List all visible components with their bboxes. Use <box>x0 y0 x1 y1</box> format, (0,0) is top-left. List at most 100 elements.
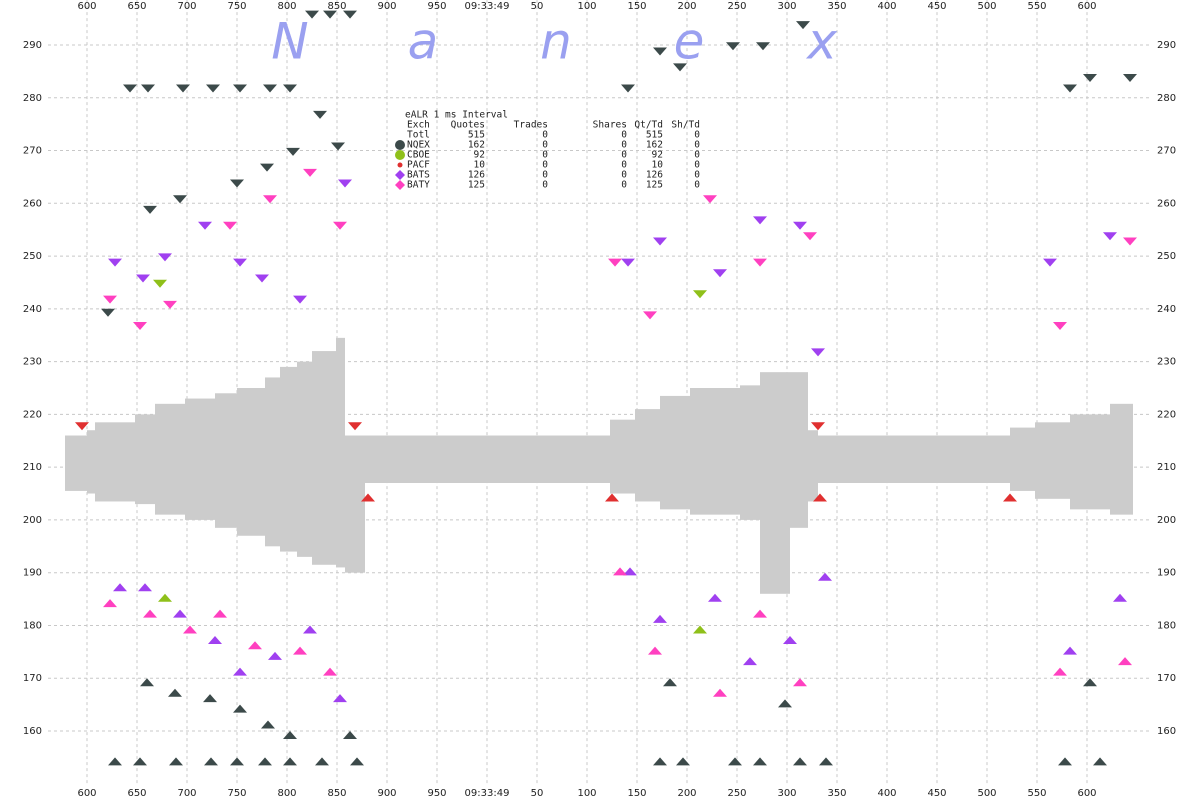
bid-quote <box>1063 646 1077 655</box>
spread-segment <box>740 385 760 520</box>
x-tick-label: 900 <box>377 788 396 799</box>
ask-quote <box>653 47 667 56</box>
x-tick-label: 100 <box>577 788 596 799</box>
x-tick-label: 600 <box>77 788 96 799</box>
y-tick-label: 260 <box>1157 198 1176 209</box>
bid-quote <box>158 593 172 602</box>
ask-quote <box>756 42 770 51</box>
ask-quote <box>206 84 220 93</box>
bid-quote <box>133 757 147 766</box>
ask-quote <box>136 274 150 283</box>
y-tick-label: 250 <box>1157 251 1176 262</box>
x-tick-label: 09:33:49 <box>465 788 510 799</box>
bid-quote <box>623 567 637 576</box>
x-tick-label: 400 <box>877 788 896 799</box>
ask-quote <box>653 237 667 246</box>
bid-quote <box>653 614 667 623</box>
x-tick-label: 700 <box>177 1 196 12</box>
bid-quote <box>728 757 742 766</box>
ask-quote <box>331 142 345 151</box>
spread-segment <box>65 435 87 491</box>
ask-quote <box>803 232 817 241</box>
ask-quote <box>621 258 635 267</box>
table-cell: 0 <box>694 140 700 151</box>
table-cell: 0 <box>621 180 627 191</box>
table-header: Shares <box>593 120 627 131</box>
bid-quote <box>203 694 217 703</box>
ask-quote <box>223 221 237 230</box>
ask-quote <box>1123 73 1137 82</box>
bid-quote <box>230 757 244 766</box>
x-tick-label: 150 <box>627 1 646 12</box>
bid-quote <box>1083 678 1097 687</box>
bid-quote <box>108 757 122 766</box>
x-tick-label: 650 <box>127 1 146 12</box>
spread-segment <box>87 430 95 494</box>
x-tick-label: 850 <box>327 1 346 12</box>
x-tick-label: 800 <box>277 788 296 799</box>
ask-quote <box>793 221 807 230</box>
ask-quote <box>1123 237 1137 246</box>
bid-quote <box>613 567 627 576</box>
ask-quote <box>123 84 137 93</box>
spread-segment <box>95 422 135 502</box>
bid-quote <box>708 593 722 602</box>
y-tick-label: 260 <box>23 198 42 209</box>
ask-quote <box>348 422 362 431</box>
ask-quote <box>1103 232 1117 241</box>
x-tick-label: 600 <box>77 1 96 12</box>
spread-segment <box>297 361 312 557</box>
table-cell: 515 <box>468 130 485 141</box>
y-tick-label: 190 <box>23 568 42 579</box>
ask-quote <box>693 290 707 299</box>
bid-quote <box>233 667 247 676</box>
table-cell: 162 <box>468 140 485 151</box>
table-cell: 0 <box>542 170 548 181</box>
table-cell: 0 <box>621 130 627 141</box>
y-tick-label: 180 <box>1157 620 1176 631</box>
ask-quote <box>230 179 244 188</box>
table-cell: 0 <box>694 180 700 191</box>
table-title: eALR 1 ms Interval <box>405 110 508 121</box>
bid-quote <box>653 757 667 766</box>
bid-quote <box>819 757 833 766</box>
table-cell: BATY <box>407 180 430 191</box>
ask-quote <box>343 10 357 19</box>
bid-quote <box>293 646 307 655</box>
x-tick-label: 200 <box>677 788 696 799</box>
x-tick-label: 650 <box>127 788 146 799</box>
bid-quote <box>648 646 662 655</box>
spread-segment <box>660 395 690 510</box>
table-cell: BATS <box>407 170 430 181</box>
bid-quote <box>343 731 357 740</box>
table-header: Exch <box>407 120 430 131</box>
y-tick-label: 170 <box>23 673 42 684</box>
spread-segment <box>345 435 365 573</box>
bid-quote <box>283 757 297 766</box>
ask-quote <box>263 195 277 204</box>
bid-quote <box>793 678 807 687</box>
table-cell: 0 <box>694 170 700 181</box>
x-tick-label: 550 <box>1027 788 1046 799</box>
y-tick-label: 190 <box>1157 568 1176 579</box>
watermark-letter: x <box>805 13 837 71</box>
bid-quote <box>169 757 183 766</box>
spread-segment <box>635 409 660 502</box>
ask-quote <box>133 321 147 330</box>
x-tick-label: 500 <box>977 788 996 799</box>
bid-quote <box>813 493 827 502</box>
watermark-letter: N <box>271 13 308 71</box>
bid-quote <box>208 636 222 645</box>
table-header: Quotes <box>451 120 485 131</box>
bid-quote <box>168 688 182 697</box>
table-cell: 515 <box>646 130 663 141</box>
table-cell: Totl <box>407 130 430 141</box>
spread-segment <box>1110 403 1133 515</box>
bid-quote <box>204 757 218 766</box>
x-tick-label: 550 <box>1027 1 1046 12</box>
bid-quote <box>793 757 807 766</box>
spread-segment <box>1070 414 1110 510</box>
table-cell: 0 <box>694 150 700 161</box>
ask-quote <box>101 308 115 317</box>
bid-quote <box>233 704 247 713</box>
